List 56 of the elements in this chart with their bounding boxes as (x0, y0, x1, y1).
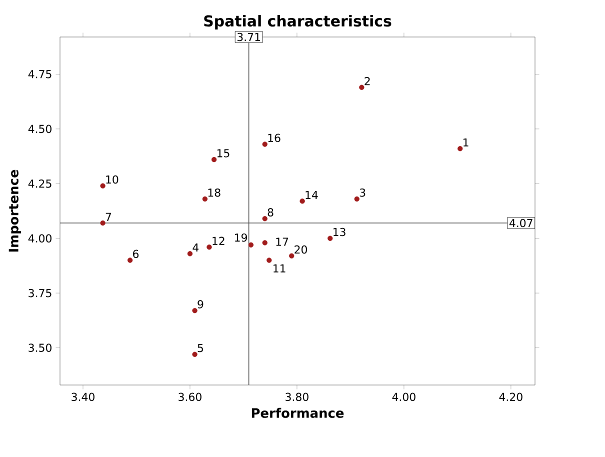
annotation: 13 (334, 228, 346, 236)
point (354, 196, 360, 202)
point (187, 251, 193, 256)
annotation: 5 (198, 344, 204, 352)
annotation: 16 (268, 134, 280, 142)
annotation: 3 (360, 188, 366, 197)
annotation: 15 (217, 149, 230, 158)
y-tick-label: 3.50 (28, 344, 52, 352)
point (359, 84, 364, 90)
point (100, 183, 106, 188)
annotation: 19 (235, 233, 248, 242)
y-tick-label: 4.75 (28, 70, 52, 78)
annotation: 4 (192, 244, 199, 252)
annotation: 7 (106, 212, 112, 221)
y-tick-label: 4.50 (28, 124, 52, 134)
point (206, 244, 212, 250)
point (262, 216, 268, 222)
point (100, 220, 106, 226)
annotation: 11 (274, 264, 286, 272)
x-tick-label: 3.40 (72, 392, 94, 402)
y-axis-title: Importence (8, 170, 21, 252)
point (300, 198, 305, 204)
x-tick-label: 4.00 (392, 392, 416, 402)
annotation: 9 (198, 300, 204, 308)
ref-line-label: 3.71 (237, 32, 260, 42)
annotation: 1 (464, 138, 468, 146)
annotation: 17 (276, 238, 288, 246)
point (248, 242, 254, 248)
point (458, 146, 463, 152)
annotation: 6 (133, 250, 139, 258)
point (328, 236, 333, 241)
annotation: 10 (106, 175, 118, 184)
y-tick-label: 3.75 (28, 288, 52, 298)
x-axis-title: Performance (252, 408, 344, 418)
point (127, 258, 133, 263)
x-tick-label: 3.80 (286, 392, 308, 402)
point (192, 352, 198, 357)
point (211, 156, 217, 162)
annotation: 2 (364, 77, 370, 86)
y-tick-label: 4.00 (28, 234, 52, 242)
annotation: 8 (268, 208, 274, 216)
x-tick-label: 3.60 (178, 392, 202, 402)
annotation: 14 (306, 190, 318, 199)
point (202, 196, 208, 202)
point (266, 258, 272, 263)
chart-title: Spatial characteristics (204, 15, 392, 30)
point (192, 308, 198, 314)
y-tick-label: 4.25 (28, 180, 52, 188)
annotation: 20 (294, 245, 308, 254)
point (289, 253, 294, 258)
annotation: 12 (212, 236, 224, 245)
ref-line-label: 4.07 (509, 218, 532, 228)
x-tick-label: 4.20 (499, 392, 522, 402)
annotation: 18 (208, 188, 220, 197)
point (262, 142, 268, 147)
point (262, 240, 268, 246)
